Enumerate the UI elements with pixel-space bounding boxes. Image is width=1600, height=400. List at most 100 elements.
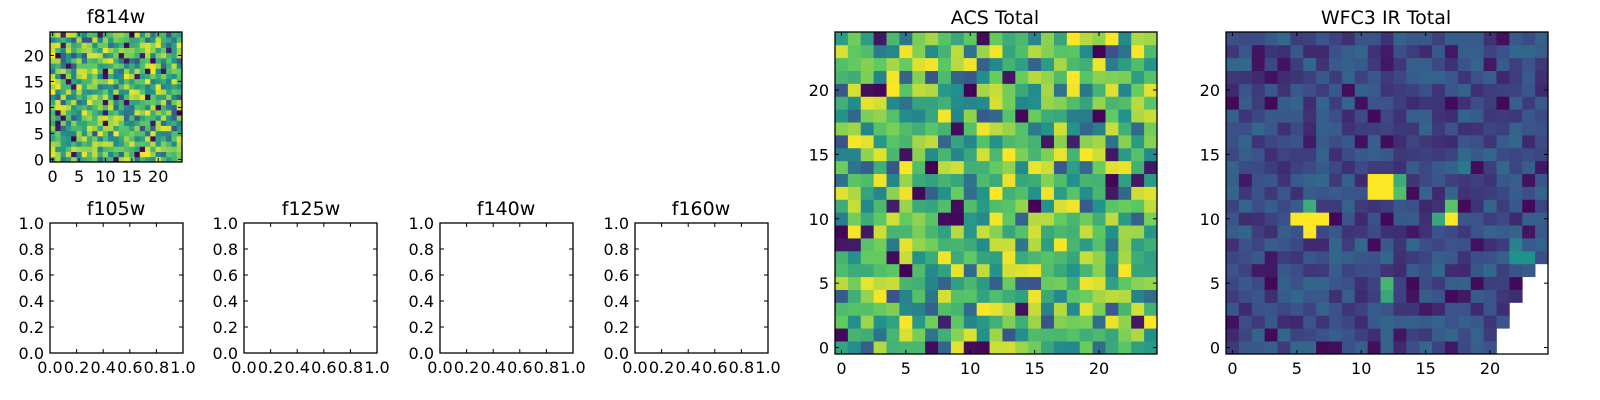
heatmap-cell	[139, 125, 146, 132]
heatmap-cell	[176, 68, 183, 74]
heatmap-cell	[1002, 276, 1016, 290]
heatmap-cell	[1092, 199, 1106, 213]
heatmap-cell	[860, 109, 874, 123]
heatmap-cell	[1535, 250, 1549, 265]
heatmap-cell	[108, 120, 114, 126]
heatmap-cell	[145, 141, 151, 147]
heatmap-cell	[171, 120, 178, 126]
heatmap-cell	[1028, 250, 1042, 265]
heatmap-cell	[92, 58, 98, 64]
heatmap-cell	[60, 130, 67, 137]
heatmap-cell	[160, 99, 167, 106]
heatmap-cell	[76, 68, 83, 74]
heatmap-cell	[1079, 96, 1093, 110]
heatmap-cell	[166, 78, 172, 85]
heatmap-cell	[1380, 57, 1394, 71]
heatmap-cell	[92, 156, 98, 163]
heatmap-cell	[86, 47, 93, 54]
heatmap-cell	[86, 104, 93, 111]
heatmap-cell	[1341, 225, 1356, 239]
heatmap-cell	[166, 146, 172, 152]
heatmap-cell	[989, 32, 1003, 46]
x-tick-label: 0.6	[702, 358, 727, 377]
heatmap-cell	[1226, 32, 1240, 46]
heatmap-cell	[113, 68, 119, 74]
heatmap-cell	[1303, 57, 1317, 71]
heatmap-cell	[1483, 44, 1497, 59]
heatmap-cell	[1380, 186, 1394, 200]
heatmap-cell	[1354, 289, 1369, 303]
heatmap-cell	[1015, 341, 1029, 355]
heatmap-cell	[1509, 70, 1523, 84]
heatmap-cell	[1041, 186, 1055, 200]
heatmap-cell	[108, 42, 114, 48]
heatmap-cell	[1053, 109, 1068, 123]
heatmap-cell	[134, 42, 141, 48]
heatmap-cell	[65, 99, 72, 106]
heatmap-cell	[1238, 302, 1253, 316]
heatmap-cell	[129, 73, 135, 80]
heatmap-cell	[55, 141, 61, 147]
heatmap-cell	[1290, 147, 1304, 162]
heatmap-cell	[1316, 147, 1330, 162]
heatmap-cell	[899, 122, 913, 136]
heatmap-cell	[1226, 238, 1240, 252]
heatmap-cell	[160, 151, 167, 158]
heatmap-cell	[166, 42, 172, 48]
heatmap-cell	[1290, 109, 1304, 123]
heatmap-cell	[1354, 32, 1369, 46]
heatmap-cell	[1002, 250, 1016, 265]
heatmap-cell	[1367, 160, 1381, 175]
x-tick-label: 0.0	[37, 358, 62, 377]
heatmap-cell	[97, 52, 104, 59]
heatmap-cell	[860, 135, 874, 149]
heatmap-cell	[81, 32, 88, 38]
heatmap-cell	[1041, 315, 1055, 329]
heatmap-cell	[60, 120, 67, 126]
heatmap-cell	[1380, 147, 1394, 162]
heatmap-cell	[1226, 147, 1240, 162]
heatmap-cell	[1251, 83, 1265, 97]
heatmap-cell	[1041, 44, 1055, 59]
heatmap-cell	[176, 136, 183, 142]
heatmap-cell	[118, 68, 125, 74]
heatmap-cell	[1028, 147, 1042, 162]
heatmap-cell	[1053, 57, 1068, 71]
heatmap-cell	[1393, 70, 1407, 84]
heatmap-cell	[1419, 173, 1433, 187]
heatmap-cell	[150, 120, 156, 126]
heatmap-cell	[1535, 212, 1549, 226]
heatmap-cell	[938, 263, 952, 278]
heatmap-cell	[1496, 199, 1510, 213]
heatmap-cell	[860, 173, 874, 187]
heatmap-cell	[899, 289, 913, 303]
heatmap-cell	[102, 141, 109, 147]
heatmap-cell	[1053, 83, 1068, 97]
heatmap-cell	[989, 199, 1003, 213]
heatmap-cell	[912, 109, 926, 123]
heatmap-cell	[989, 238, 1003, 252]
heatmap-cell	[113, 58, 119, 64]
heatmap-cell	[1367, 199, 1381, 213]
heatmap-cell	[1496, 186, 1510, 200]
heatmap-cell	[1277, 263, 1291, 278]
heatmap-cell	[1079, 32, 1093, 46]
heatmap-cell	[1041, 70, 1055, 84]
heatmap-cell	[1393, 57, 1407, 71]
heatmap-cell	[938, 225, 952, 239]
heatmap-cell	[835, 70, 849, 84]
heatmap-cell	[150, 146, 156, 152]
heatmap-cell	[65, 63, 72, 69]
heatmap-cell	[1002, 135, 1016, 149]
heatmap-cell	[171, 63, 178, 69]
heatmap-cell	[71, 146, 77, 152]
heatmap-cell	[1131, 122, 1145, 136]
y-tick-label: 10	[24, 98, 44, 117]
heatmap-cell	[60, 99, 67, 106]
heatmap-cell	[113, 136, 119, 142]
heatmap-cell	[123, 84, 130, 90]
heatmap-cell	[1509, 57, 1523, 71]
heatmap-cell	[1419, 289, 1433, 303]
heatmap-cell	[950, 83, 965, 97]
heatmap-cell	[1329, 186, 1343, 200]
